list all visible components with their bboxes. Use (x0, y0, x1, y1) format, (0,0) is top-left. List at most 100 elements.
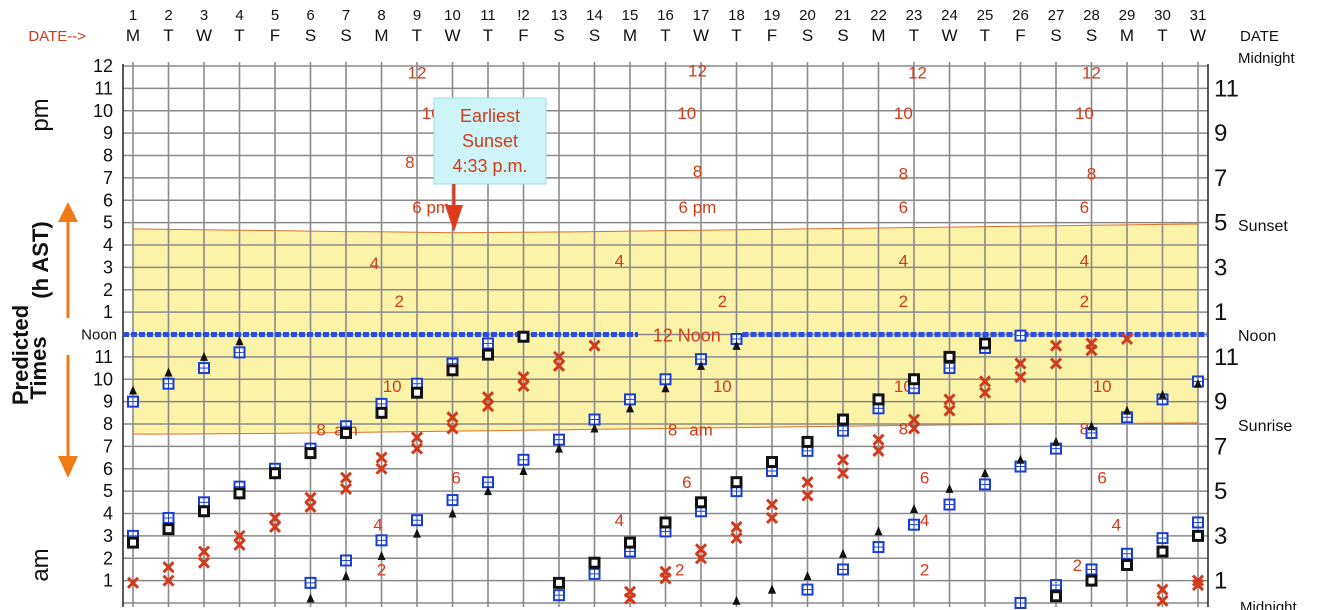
marker-inner (272, 470, 278, 477)
tide-point-filled-square (588, 556, 601, 569)
tide-point-open-square (801, 583, 814, 596)
tide-point-open-square (1156, 532, 1169, 545)
marker-line (978, 386, 992, 399)
left-tick-label: 4 (103, 504, 113, 524)
weekday-label: W (1190, 26, 1206, 45)
marker-line (375, 451, 388, 464)
weekday-label: W (444, 26, 460, 45)
left-tick-label: 7 (103, 168, 113, 188)
tide-point-filled-square (553, 576, 565, 589)
marker-line (1156, 594, 1169, 607)
marker-inner (520, 333, 527, 340)
marker-line (517, 370, 530, 384)
tide-point-cross (1191, 579, 1205, 592)
tide-point-cross (375, 451, 388, 464)
tide-point-cross (304, 500, 317, 513)
tide-point-filled-square (304, 447, 317, 460)
tide-point-cross (1120, 332, 1134, 346)
right-tick-label: 11 (1214, 75, 1239, 102)
marker-inner (1053, 593, 1059, 600)
weekday-label: S (553, 26, 564, 45)
weekday-label: T (731, 26, 741, 45)
tide-point-cross (446, 422, 459, 435)
day-number-label: 8 (377, 7, 385, 24)
right-date-label: DATE (1240, 28, 1279, 45)
tide-point-open-square (482, 337, 494, 350)
tide-point-open-square (943, 498, 956, 511)
tide-point-cross (339, 471, 353, 484)
noon-line-label: 12 Noon (653, 326, 721, 346)
tide-point-triangle (732, 595, 741, 605)
weekday-label: T (980, 26, 990, 45)
tide-point-cross (872, 433, 885, 446)
weekday-label: M (374, 26, 388, 45)
day-number-label: 26 (1012, 7, 1029, 24)
marker-line (410, 431, 424, 444)
tide-time-label: 4 (615, 511, 624, 530)
right-tick-label: 11 (1214, 344, 1239, 371)
tide-point-cross (1156, 583, 1169, 596)
tide-point-open-square (624, 393, 636, 406)
tide-point-triangle (1123, 405, 1131, 415)
tide-point-triangle (981, 468, 989, 478)
marker-inner (307, 450, 314, 457)
tide-point-cross (197, 545, 211, 558)
marker-line (943, 404, 956, 417)
left-tick-label: 9 (103, 392, 113, 412)
tide-point-triangle (164, 367, 173, 377)
marker-inner (201, 508, 207, 515)
marker-line (126, 576, 140, 589)
marker-line (446, 422, 459, 435)
tide-time-label: 6 (682, 473, 691, 492)
tide-point-cross (978, 386, 992, 399)
tide-time-label: 12 (688, 61, 707, 80)
weekday-label: T (234, 26, 244, 45)
tide-point-open-square (872, 541, 885, 554)
tide-point-cross (1085, 337, 1098, 350)
tide-point-filled-square (411, 386, 423, 399)
marker-inner (1159, 548, 1166, 555)
marker-line (623, 592, 637, 605)
marker-line (268, 511, 282, 525)
weekday-label: S (305, 26, 316, 45)
tide-point-open-square (943, 362, 956, 375)
tide-point-cross (481, 391, 495, 404)
day-number-label: 4 (235, 7, 243, 24)
tide-time-label: 6 pm (412, 198, 450, 217)
tide-point-cross (730, 532, 743, 545)
tide-point-cross (197, 556, 211, 569)
tide-point-layer (126, 329, 1205, 609)
marker-line (304, 491, 317, 504)
marker-line (1120, 332, 1134, 346)
weekday-label: T (660, 26, 670, 45)
tide-point-cross (233, 529, 246, 542)
tide-point-cross (162, 574, 175, 587)
tide-point-filled-square (517, 330, 530, 343)
marker-line (268, 520, 282, 533)
tide-time-label: 2 (718, 292, 727, 311)
day-number-label: 2 (164, 7, 172, 24)
tide-time-label: 12 (908, 64, 927, 83)
day-number-label: 11 (480, 7, 496, 24)
tide-time-label: 8 (405, 153, 414, 172)
day-number-label: 10 (444, 7, 461, 24)
tide-point-cross (765, 498, 779, 511)
tide-point-open-square (340, 554, 352, 567)
left-tick-label: 4 (103, 235, 113, 255)
weekday-label: S (1050, 26, 1061, 45)
day-number-label: 14 (586, 7, 603, 24)
tide-point-triangle (200, 351, 208, 361)
left-tick-label: 6 (103, 190, 113, 210)
tide-time-label: 12 (408, 64, 427, 83)
tide-point-triangle (590, 423, 599, 433)
marker-line (1049, 357, 1063, 370)
weekday-label: W (693, 26, 709, 45)
tide-time-label: 4 (615, 252, 624, 271)
marker-line (481, 391, 495, 404)
marker-line (1156, 583, 1169, 596)
tide-point-cross (481, 400, 495, 413)
tide-time-label: 4 (899, 252, 908, 271)
tide-point-cross (233, 538, 246, 551)
tide-point-cross (765, 511, 779, 525)
